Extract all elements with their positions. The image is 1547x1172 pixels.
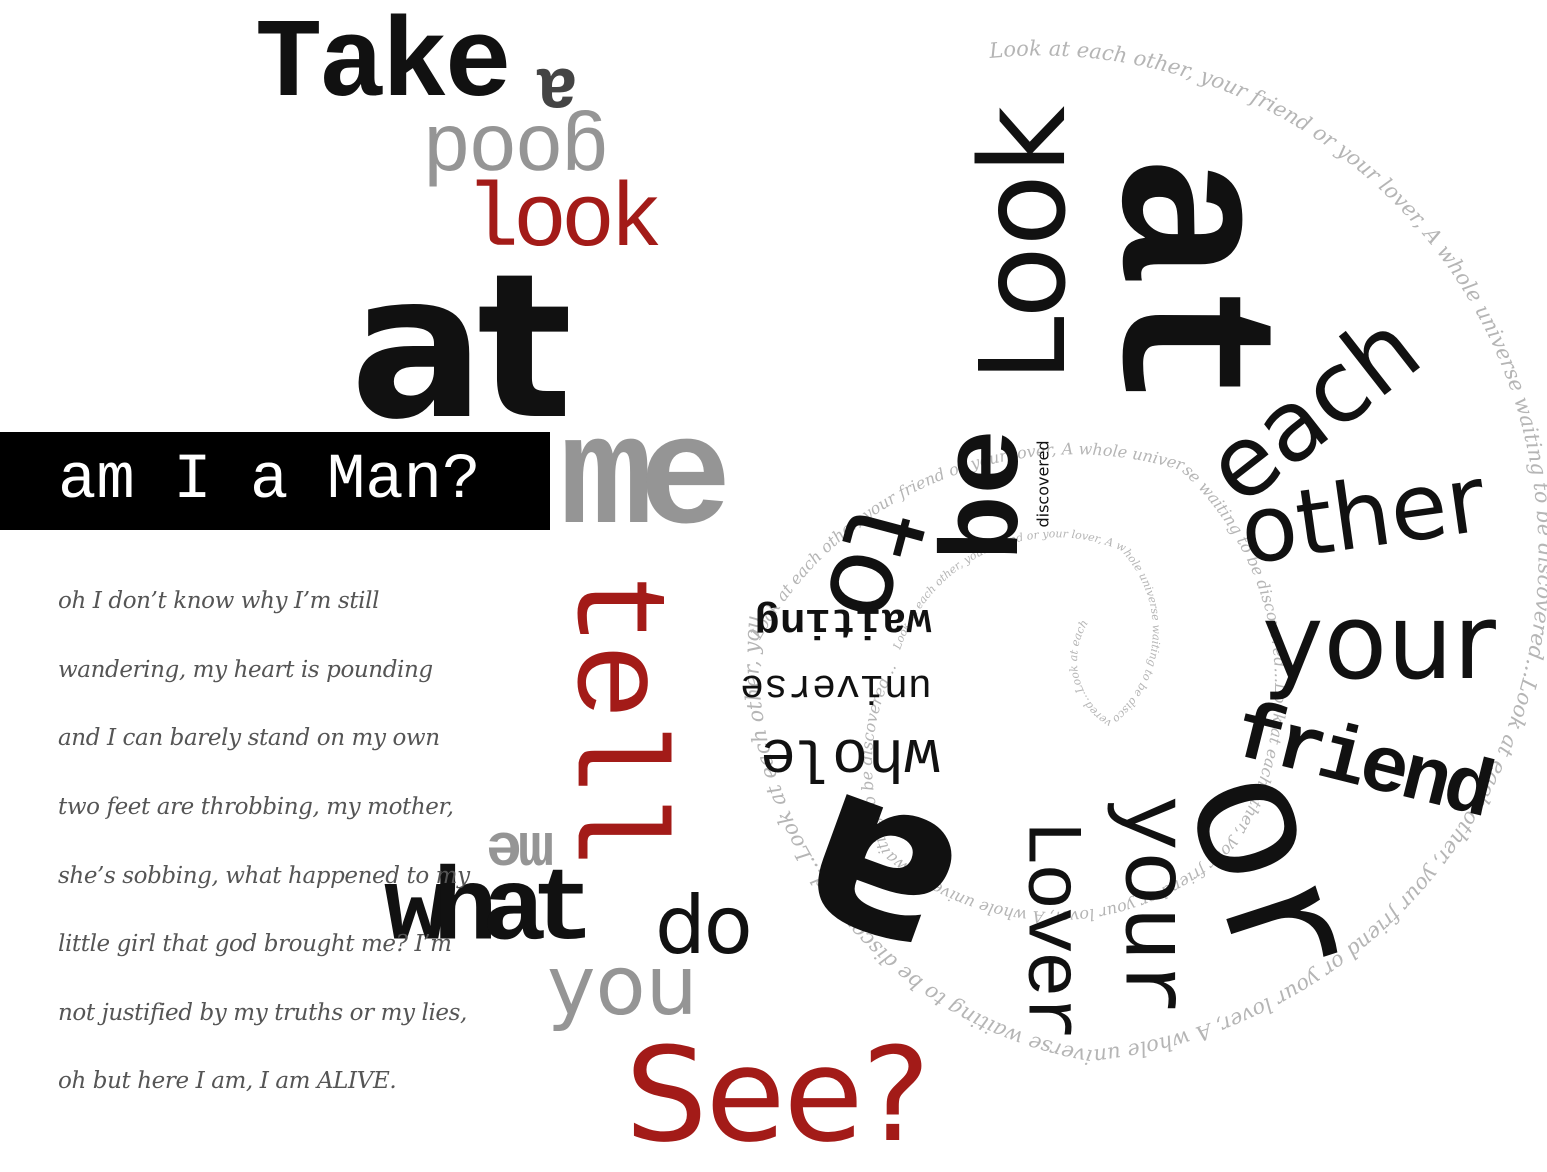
- word-me: me: [560, 393, 732, 569]
- word-at: at: [350, 231, 573, 464]
- poem-line: wandering, my heart is pounding: [58, 656, 433, 683]
- poem-line: and I can barely stand on my own: [58, 725, 440, 752]
- poem-line: little girl that god brought me? I’m: [58, 931, 452, 958]
- poem-line: oh I don’t know why I’m still: [58, 588, 380, 615]
- spiral-word-at: at: [1057, 153, 1307, 407]
- poem-text: oh I don’t know why I’m still wandering,…: [58, 550, 538, 1133]
- word-tell: tell: [539, 570, 685, 862]
- spiral-word-be: be: [926, 428, 1052, 562]
- spiral-word-lover: Lover: [1005, 819, 1094, 1039]
- word-look: look: [465, 171, 663, 273]
- spiral-word-your2: your: [1098, 795, 1204, 1017]
- word-see: See?: [625, 1019, 930, 1171]
- banner: [0, 432, 550, 530]
- spiral-word-universe: universe: [740, 663, 933, 708]
- poem-line: oh but here I am, I am ALIVE.: [58, 1068, 397, 1095]
- word-you: you: [547, 939, 698, 1034]
- banner-title: am I a Man?: [58, 445, 481, 517]
- poem-line: two feet are throbbing, my mother,: [58, 794, 454, 821]
- spiral-word-discovered: discovered: [1033, 440, 1053, 528]
- spiral-word-your: your: [1262, 581, 1496, 703]
- word-take: Take: [255, 2, 512, 129]
- poem-line: not justified by my truths or my lies,: [58, 999, 467, 1026]
- spiral-word-whole: whole: [760, 721, 941, 789]
- word-what: what: [384, 854, 595, 970]
- word-do: do: [655, 879, 753, 972]
- poem-line: she’s sobbing, what happened to my: [58, 862, 470, 889]
